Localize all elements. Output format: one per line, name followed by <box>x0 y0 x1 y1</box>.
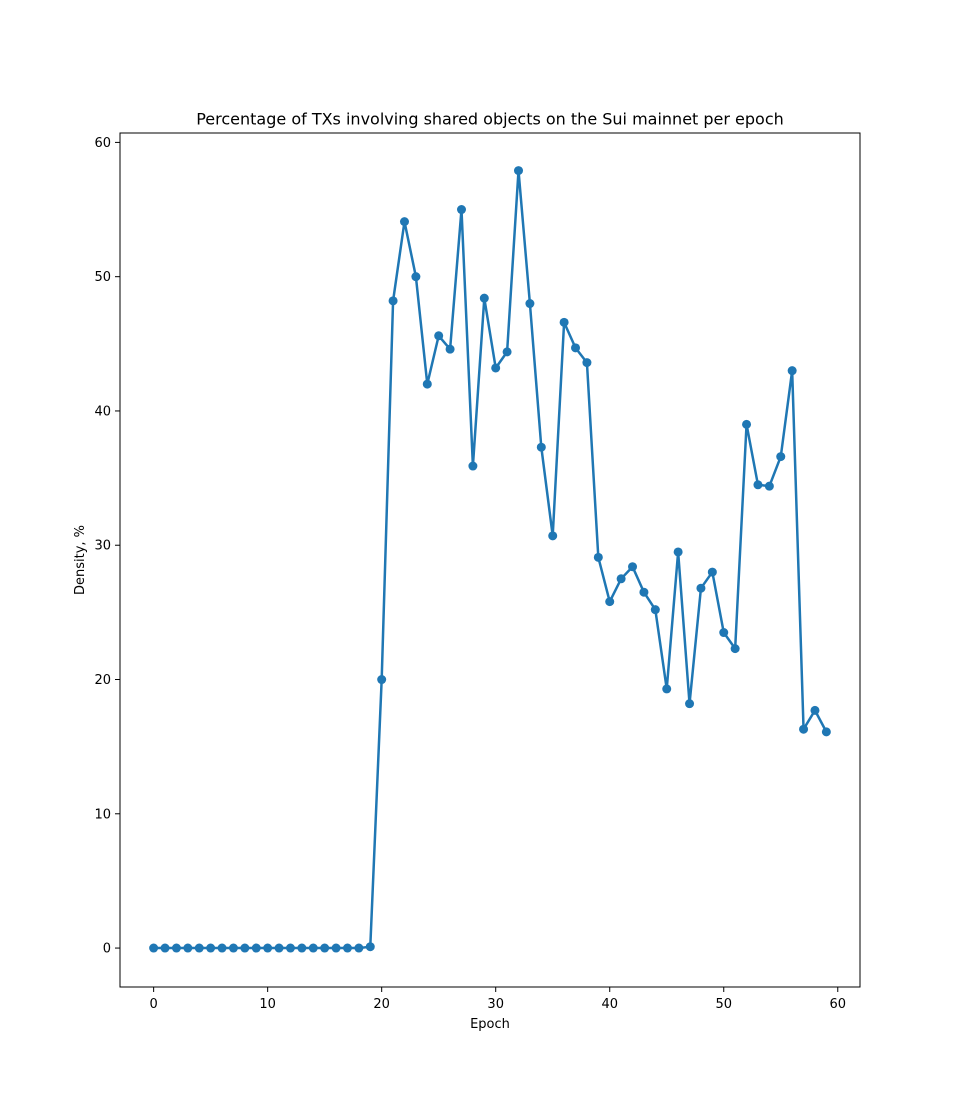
data-point <box>479 293 489 303</box>
data-point <box>502 347 512 357</box>
y-tick-label: 50 <box>94 270 111 285</box>
data-point <box>263 943 273 953</box>
x-tick-label: 10 <box>259 997 276 1012</box>
data-point <box>171 943 181 953</box>
data-point <box>399 217 409 227</box>
x-axis-ticks: 0 10 20 30 40 50 60 <box>149 987 846 1012</box>
data-point <box>240 943 250 953</box>
data-point <box>217 943 227 953</box>
y-tick-label: 0 <box>103 942 111 957</box>
data-point <box>274 943 284 953</box>
x-tick-label: 20 <box>373 997 390 1012</box>
data-point <box>719 628 729 638</box>
data-point <box>764 481 774 491</box>
data-point <box>377 675 387 685</box>
data-point <box>331 943 341 953</box>
data-point <box>650 605 660 615</box>
data-point <box>685 699 695 709</box>
data-point <box>514 166 524 176</box>
data-point <box>730 644 740 654</box>
data-point <box>776 452 786 462</box>
y-tick-label: 20 <box>94 673 111 688</box>
data-point <box>571 343 581 353</box>
data-point <box>285 943 295 953</box>
data-point <box>149 943 159 953</box>
data-point <box>388 296 398 306</box>
data-point <box>434 331 444 341</box>
axes-frame <box>119 132 861 988</box>
data-point <box>320 943 330 953</box>
y-tick-label: 30 <box>94 539 111 554</box>
data-point <box>456 205 466 215</box>
data-point <box>548 531 558 541</box>
data-point <box>536 442 546 452</box>
data-point <box>251 943 261 953</box>
data-point <box>787 366 797 376</box>
data-point <box>799 724 809 734</box>
data-point <box>525 299 535 309</box>
data-point <box>810 705 820 715</box>
data-point <box>354 943 364 953</box>
data-point <box>821 727 831 737</box>
plot-area <box>149 166 831 953</box>
data-point <box>206 943 216 953</box>
x-tick-label: 40 <box>601 997 618 1012</box>
data-point <box>183 943 193 953</box>
data-point <box>411 272 421 282</box>
y-tick-label: 40 <box>94 404 111 419</box>
data-point <box>593 552 603 562</box>
data-point <box>342 943 352 953</box>
data-point <box>194 943 204 953</box>
data-point <box>696 583 706 593</box>
data-point <box>468 461 478 471</box>
data-point <box>742 419 752 429</box>
y-tick-label: 10 <box>94 807 111 822</box>
data-point <box>582 358 592 368</box>
data-point <box>605 597 615 607</box>
data-point <box>673 547 683 557</box>
data-point <box>707 567 717 577</box>
data-point <box>753 480 763 490</box>
data-point <box>422 379 432 389</box>
chart-title: Percentage of TXs involving shared objec… <box>196 110 784 129</box>
x-tick-label: 60 <box>829 997 846 1012</box>
data-point <box>491 363 501 373</box>
data-point <box>559 317 569 327</box>
x-tick-label: 50 <box>715 997 732 1012</box>
data-point <box>228 943 238 953</box>
data-point <box>365 942 375 952</box>
data-point <box>639 587 649 597</box>
data-point <box>160 943 170 953</box>
y-axis-ticks: 0 10 20 30 40 50 60 <box>94 136 120 957</box>
x-tick-label: 30 <box>487 997 504 1012</box>
x-tick-label: 0 <box>149 997 157 1012</box>
data-point <box>662 684 672 694</box>
x-axis-label: Epoch <box>470 1017 510 1032</box>
y-tick-label: 60 <box>94 136 111 151</box>
data-point <box>308 943 318 953</box>
y-axis-label: Density, % <box>73 525 88 595</box>
data-point <box>297 943 307 953</box>
data-point <box>616 574 626 584</box>
data-point <box>628 562 638 572</box>
data-point <box>445 344 455 354</box>
